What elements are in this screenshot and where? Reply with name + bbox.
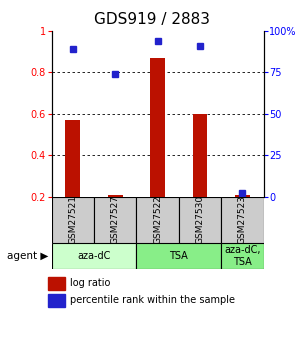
Bar [48,277,65,290]
Text: GSM27521: GSM27521 [68,195,77,245]
Text: TSA: TSA [169,251,188,261]
Text: GSM27530: GSM27530 [195,195,205,245]
Text: log ratio: log ratio [70,278,110,288]
Bar [179,197,221,243]
Bar [48,294,65,307]
Bar [136,197,179,243]
Bar [52,197,94,243]
Text: GSM27522: GSM27522 [153,196,162,244]
Bar [52,243,136,269]
Text: GSM27527: GSM27527 [111,195,120,245]
Bar [108,195,123,197]
Bar [136,243,221,269]
Text: GDS919 / 2883: GDS919 / 2883 [94,12,209,27]
Bar [193,114,208,197]
Text: aza-dC: aza-dC [77,251,111,261]
Bar [150,58,165,197]
Bar [221,197,264,243]
Bar [94,197,136,243]
Text: aza-dC,
TSA: aza-dC, TSA [224,245,261,267]
Bar [65,120,80,197]
Bar [235,195,250,197]
Text: percentile rank within the sample: percentile rank within the sample [70,296,235,305]
Bar [221,243,264,269]
Text: GSM27523: GSM27523 [238,195,247,245]
Text: agent ▶: agent ▶ [7,251,48,261]
